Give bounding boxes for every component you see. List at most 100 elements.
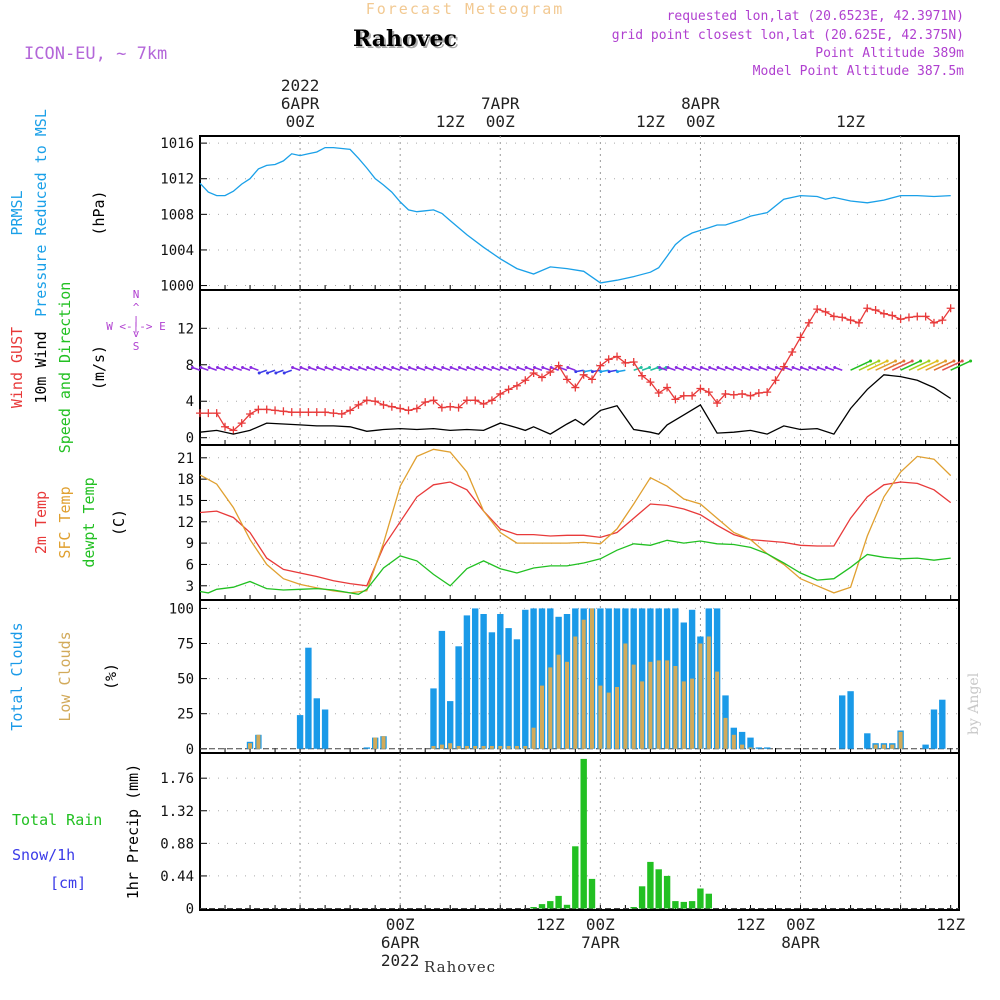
bar-low-clouds	[431, 746, 436, 749]
bar-total-clouds	[455, 646, 462, 749]
wind-arrow-head	[658, 365, 662, 369]
bar-low-clouds	[473, 746, 478, 749]
gust-marker	[346, 406, 355, 415]
bottom-time-label: 00Z	[386, 915, 415, 934]
gust-marker	[729, 390, 738, 399]
bar-total-rain	[688, 901, 696, 909]
bar-low-clouds	[256, 734, 261, 749]
bottom-time-label: 12Z	[536, 915, 565, 934]
gust-marker	[512, 381, 521, 390]
bar-low-clouds	[448, 743, 453, 749]
gust-marker	[746, 391, 755, 400]
bar-low-clouds	[748, 747, 753, 749]
wind-arrow-head	[749, 365, 753, 369]
bar-total-rain	[672, 901, 679, 909]
footer-station: Rahovec	[424, 958, 497, 976]
gust-marker	[412, 404, 421, 413]
y-axis-label: (m/s)	[90, 345, 108, 390]
panel-frame	[199, 135, 960, 291]
wind-arrow-head	[274, 371, 278, 375]
bar-total-clouds	[922, 744, 929, 749]
grid-point-coords: grid point closest lon,lat (20.625E, 42.…	[611, 28, 964, 43]
bar-total-rain	[572, 846, 579, 909]
bar-total-clouds	[430, 688, 437, 749]
gust-marker	[863, 304, 872, 313]
wind-arrow-head	[952, 359, 956, 363]
top-time-label: 6APR	[281, 94, 320, 113]
bar-low-clouds	[656, 660, 661, 749]
station-name: Rahovec	[353, 26, 457, 52]
bar-low-clouds	[590, 608, 594, 749]
gust-marker	[838, 313, 847, 322]
wind-arrow-head	[466, 365, 470, 369]
y-axis-label: 1hr Precip (mm)	[124, 764, 142, 899]
wind-arrow-head	[199, 365, 203, 369]
bar-low-clouds	[731, 734, 736, 749]
y-tick-label: 6	[186, 557, 194, 573]
bar-total-rain	[638, 886, 646, 909]
bar-total-rain	[538, 904, 546, 909]
bar-low-clouds	[673, 666, 678, 749]
bar-low-clouds	[706, 636, 711, 749]
gust-marker	[529, 368, 538, 377]
y-axis-label: Total Clouds	[8, 622, 26, 730]
wind-arrow	[883, 360, 905, 371]
wind-arrow	[850, 360, 871, 371]
gust-marker	[396, 404, 405, 413]
gust-marker	[596, 361, 605, 370]
bar-total-rain	[547, 901, 554, 909]
wind-arrow-head	[808, 365, 812, 369]
wind-arrow-head	[291, 365, 295, 369]
wind-arrow-head	[491, 365, 495, 369]
bar-low-clouds	[640, 681, 645, 749]
wind-arrow-head	[357, 365, 361, 369]
bar-low-clouds	[623, 643, 628, 749]
gust-marker	[579, 370, 588, 379]
y-tick-label: 1000	[160, 279, 194, 295]
bar-low-clouds	[556, 654, 561, 749]
y-tick-label: 21	[177, 451, 194, 467]
bar-total-clouds	[497, 614, 504, 749]
y-tick-label: 9	[186, 536, 194, 552]
gust-marker	[196, 409, 204, 418]
gust-marker	[879, 309, 888, 318]
bar-low-clouds	[881, 744, 886, 749]
wind-arrow-head	[919, 359, 923, 363]
wind-arrow-head	[666, 365, 670, 369]
gust-marker	[938, 316, 947, 325]
wind-arrow-head	[774, 365, 778, 369]
top-time-label: 12Z	[636, 112, 665, 131]
top-time-label: 2022	[281, 76, 320, 95]
wind-arrow-head	[449, 365, 453, 369]
y-axis-label: 10m Wind	[32, 331, 50, 403]
gust-marker	[362, 396, 371, 405]
gust-marker	[904, 313, 913, 322]
precip-legend-label: [cm]	[50, 874, 86, 892]
panel-wind: 0 4 8 12 Wind GUST 10m Wind Speed and Directio…	[8, 282, 973, 453]
bar-total-rain	[630, 907, 637, 909]
gust-marker	[321, 408, 330, 417]
wind-arrow-head	[374, 365, 378, 369]
wind-arrow	[891, 360, 913, 371]
gust-marker	[446, 402, 455, 411]
gust-marker	[421, 398, 430, 407]
compass-vertical: S	[133, 340, 140, 353]
wind-arrow-head	[524, 365, 528, 369]
gust-marker	[546, 368, 555, 377]
wind-arrow-head	[799, 365, 803, 369]
y-tick-label: 1008	[160, 207, 194, 223]
gust-marker	[654, 389, 663, 398]
y-tick-label: 0.44	[160, 869, 194, 885]
wind-arrow-head	[724, 365, 728, 369]
precip-legend-label: Total Rain	[12, 811, 102, 829]
wind-arrow-head	[432, 365, 436, 369]
bar-total-clouds	[305, 647, 312, 749]
y-tick-label: 1.32	[160, 804, 194, 820]
gust-marker	[604, 355, 613, 364]
gust-marker	[487, 396, 496, 405]
y-tick-label: 0	[186, 742, 194, 758]
top-time-label: 12Z	[436, 112, 465, 131]
gust-marker	[921, 312, 930, 321]
gust-marker	[562, 375, 571, 384]
